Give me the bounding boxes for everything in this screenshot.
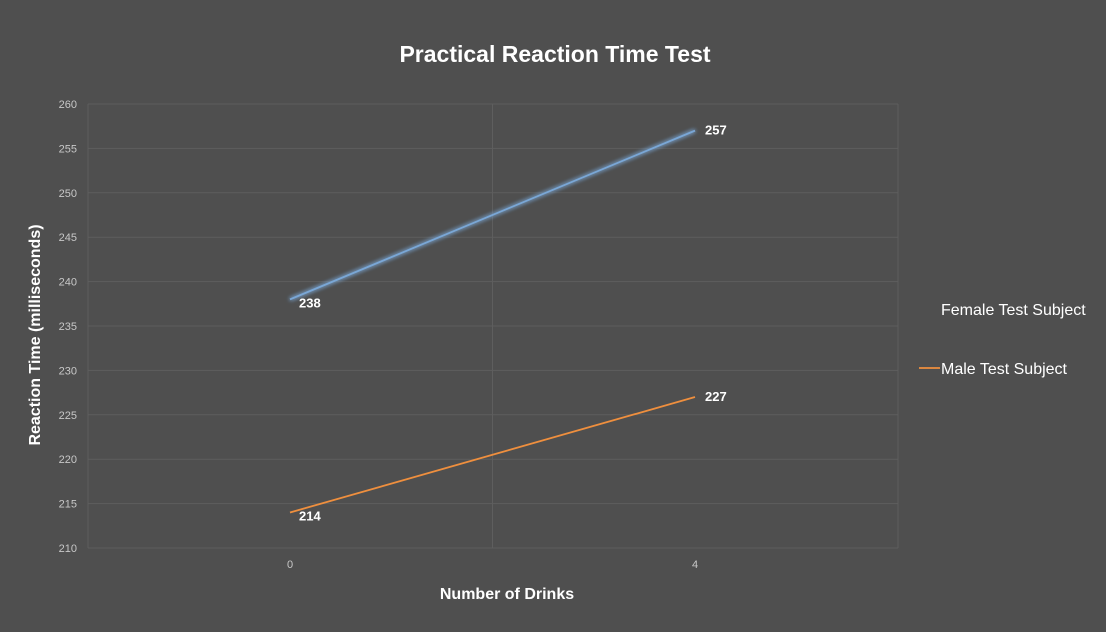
data-label: 227 — [705, 389, 727, 404]
y-tick-label: 250 — [59, 188, 77, 200]
data-label: 257 — [705, 123, 727, 138]
y-axis-ticks: 210 215 220 225 230 235 240 245 250 255 260 — [59, 99, 77, 555]
series-lines — [289, 129, 696, 514]
y-tick-label: 235 — [59, 321, 77, 333]
series-line-0 — [289, 129, 696, 301]
y-tick-label: 210 — [59, 543, 77, 555]
gridlines — [87, 103, 899, 549]
chart-title: Practical Reaction Time Test — [399, 41, 710, 67]
legend-label: Female Test Subject — [941, 302, 1086, 319]
series-line-1 — [289, 396, 696, 514]
legend-label: Male Test Subject — [941, 361, 1068, 378]
y-tick-label: 220 — [59, 454, 77, 466]
y-tick-label: 255 — [59, 143, 77, 155]
x-tick-label: 4 — [692, 559, 698, 571]
data-label: 238 — [299, 295, 321, 310]
y-tick-label: 225 — [59, 410, 77, 422]
y-tick-label: 260 — [59, 99, 77, 111]
x-axis-title: Number of Drinks — [440, 586, 574, 603]
y-tick-label: 215 — [59, 499, 77, 511]
y-axis-title: Reaction Time (milliseconds) — [27, 224, 44, 445]
legend: Female Test Subject Male Test Subject — [919, 302, 1086, 378]
y-tick-label: 245 — [59, 232, 77, 244]
y-tick-label: 240 — [59, 277, 77, 289]
data-label: 214 — [299, 508, 321, 523]
x-tick-label: 0 — [287, 559, 293, 571]
data-labels: 238 257 214 227 — [299, 123, 727, 524]
y-tick-label: 230 — [59, 365, 77, 377]
